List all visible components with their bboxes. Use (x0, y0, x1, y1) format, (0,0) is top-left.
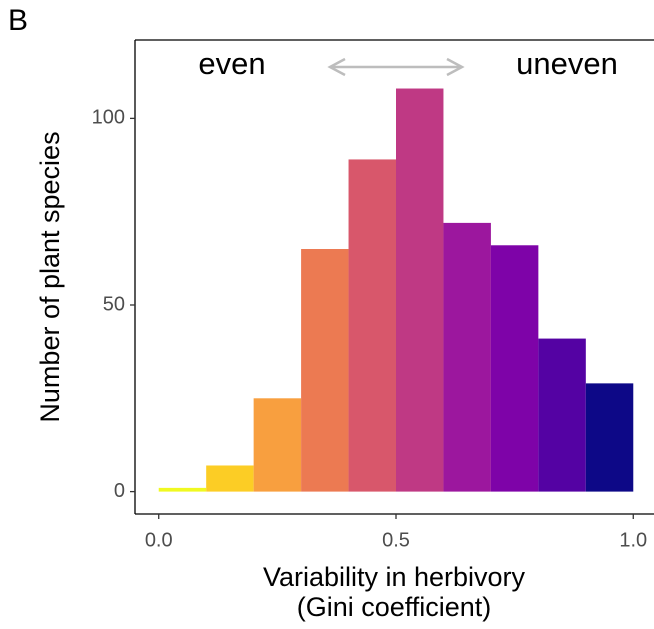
bar (585, 383, 634, 492)
bar (253, 398, 302, 492)
x-axis-label: (Gini coefficient) (297, 592, 492, 622)
y-tick-label: 50 (103, 293, 125, 315)
bar (538, 338, 586, 492)
y-tick-label: 100 (92, 107, 125, 129)
bar (301, 249, 349, 492)
x-tick-label: 0.0 (145, 529, 173, 551)
bar (490, 245, 539, 492)
bar (158, 487, 207, 492)
y-tick-label: 0 (114, 480, 125, 502)
panel-label: B (8, 4, 28, 37)
annotation: uneven (516, 46, 618, 81)
x-tick-label: 0.5 (382, 529, 410, 551)
x-tick-label: 1.0 (619, 529, 647, 551)
bar (443, 222, 491, 492)
bar (348, 159, 396, 492)
y-axis-label: Number of plant species (35, 131, 65, 422)
bar (396, 88, 444, 492)
bar (206, 465, 254, 492)
annotation: even (198, 46, 265, 81)
arrow (327, 57, 465, 77)
x-axis-label: Variability in herbivory (263, 562, 526, 592)
